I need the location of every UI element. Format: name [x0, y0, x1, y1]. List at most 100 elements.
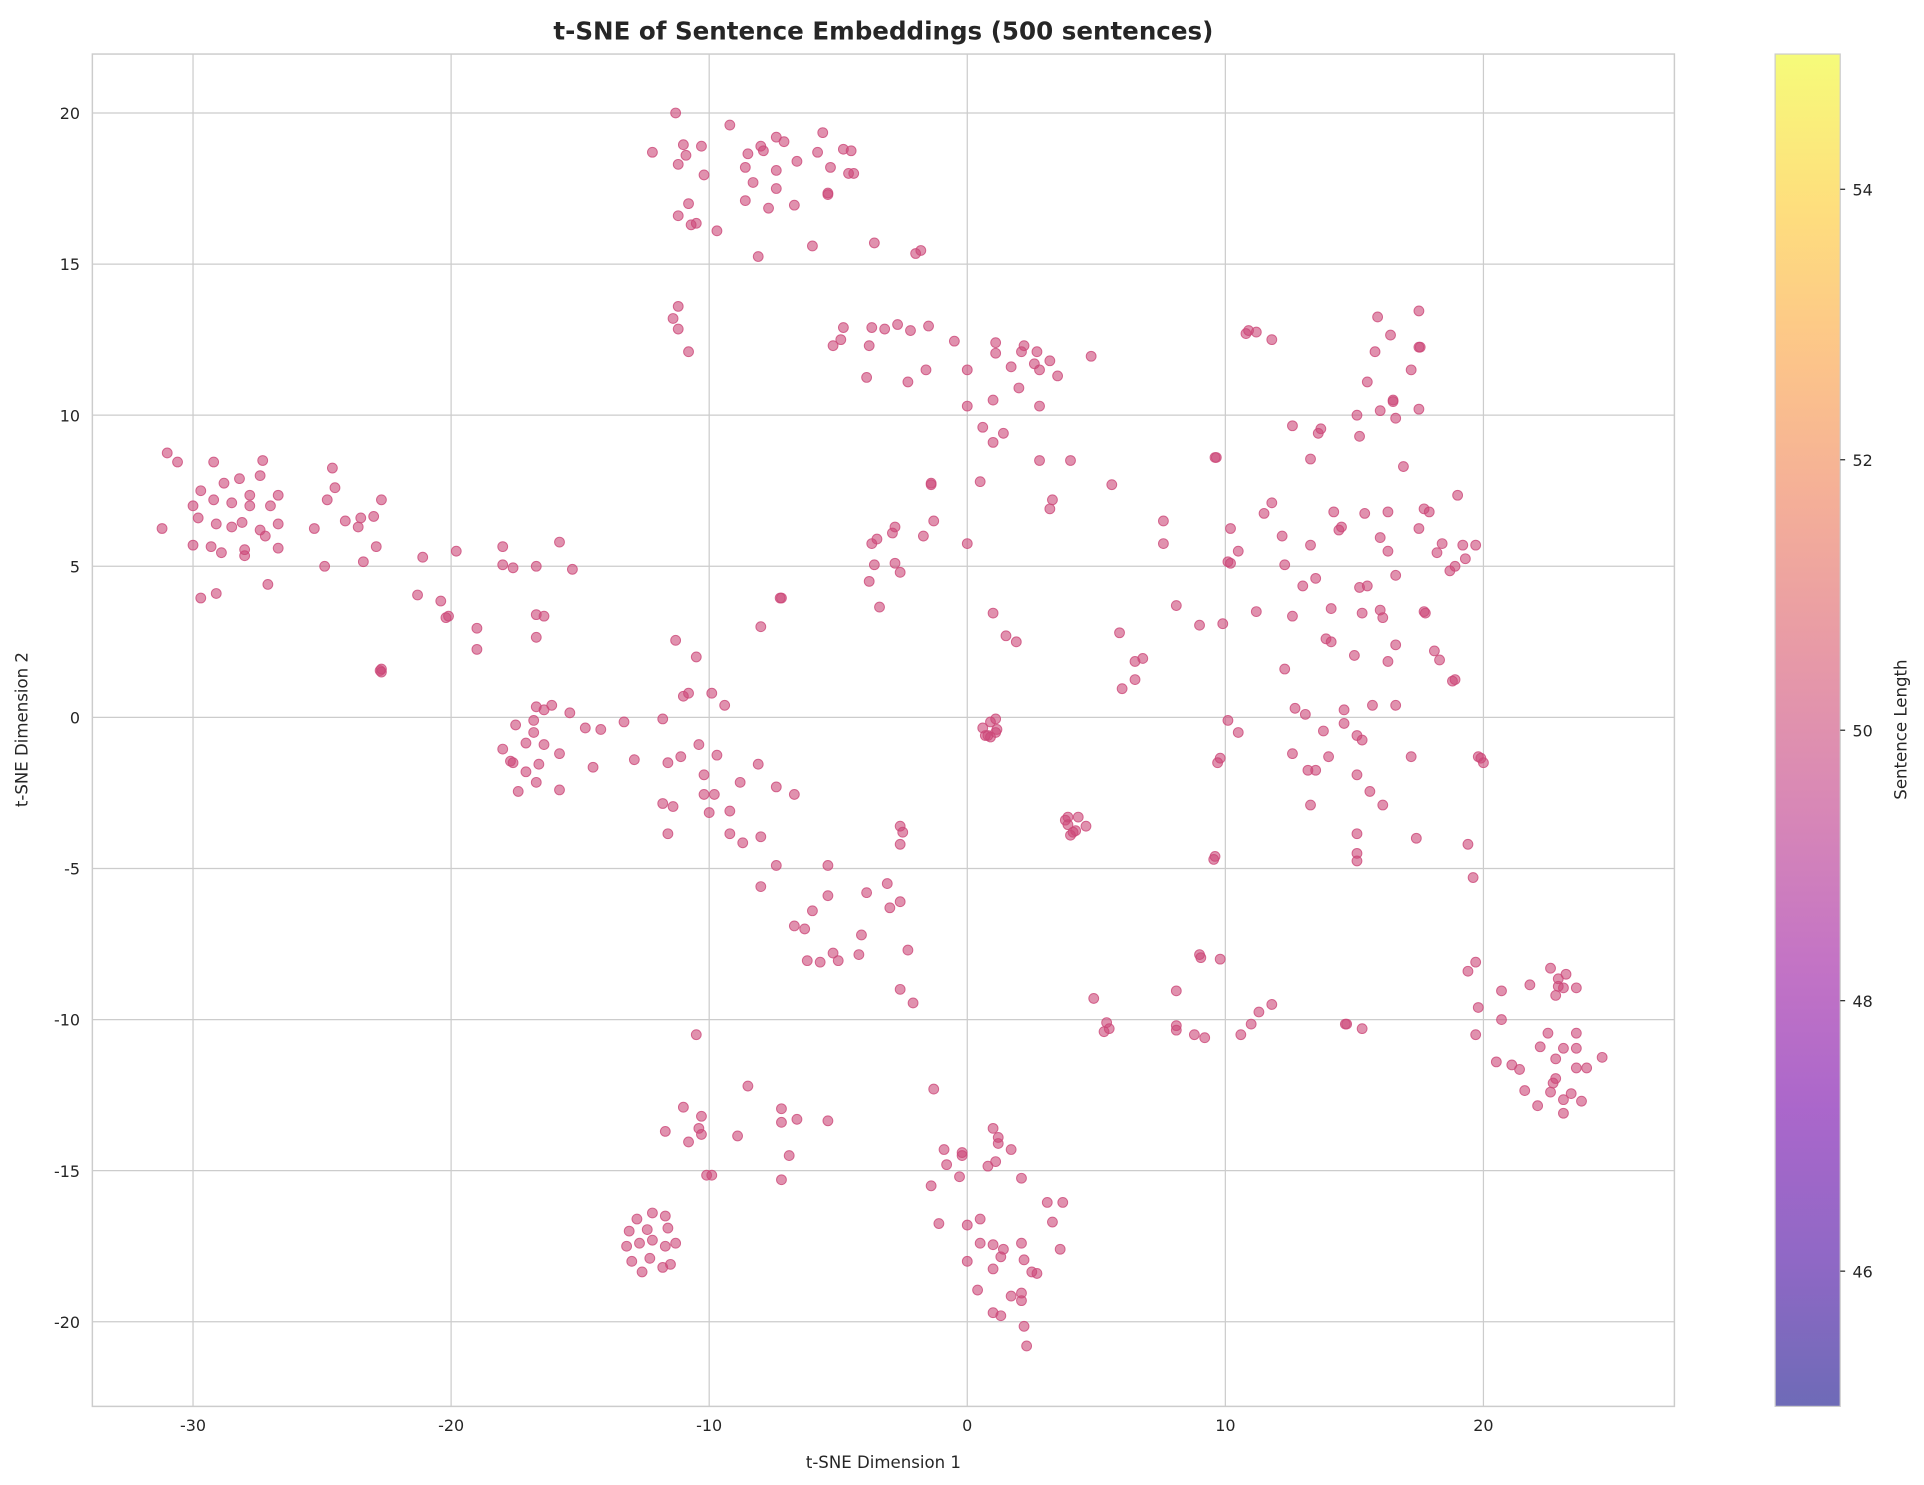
data-point	[1524, 979, 1536, 991]
data-point	[1414, 341, 1426, 353]
data-point	[1356, 607, 1368, 619]
y-tick-label: 5	[70, 557, 80, 576]
data-point	[530, 560, 542, 572]
data-point	[961, 1255, 973, 1267]
data-point	[1253, 1006, 1265, 1018]
data-point	[1098, 1026, 1110, 1038]
data-point	[1390, 639, 1402, 651]
data-point	[1116, 683, 1128, 695]
data-point	[1005, 1144, 1017, 1155]
data-point	[1369, 346, 1381, 358]
data-point	[236, 517, 248, 528]
data-point	[579, 722, 591, 734]
data-point	[866, 538, 878, 550]
data-point	[1364, 786, 1376, 797]
data-point	[807, 905, 818, 917]
data-point	[1387, 396, 1399, 407]
data-point	[1018, 1320, 1030, 1332]
data-point	[1325, 603, 1337, 614]
data-point	[1315, 423, 1327, 435]
data-point	[861, 371, 873, 383]
data-point	[538, 704, 550, 716]
data-point	[1305, 799, 1316, 811]
colorbar-tick-label: 48	[1853, 992, 1873, 1011]
data-point	[1018, 1254, 1030, 1266]
data-point	[788, 920, 800, 932]
y-tick-label: 10	[60, 406, 80, 425]
data-point	[776, 1103, 787, 1115]
chart-title: t-SNE of Sentence Embeddings (500 senten…	[553, 16, 1213, 45]
data-point	[1287, 420, 1298, 432]
colorbar-gradient	[1774, 53, 1841, 1408]
data-point	[566, 563, 578, 575]
y-tick-label: -5	[64, 860, 80, 879]
data-point	[1351, 855, 1363, 867]
data-point	[990, 337, 1002, 349]
data-point	[1398, 461, 1409, 472]
data-point	[1289, 702, 1301, 714]
data-point	[1310, 764, 1322, 776]
data-point	[533, 758, 545, 770]
data-point	[742, 1080, 754, 1092]
data-point	[739, 161, 751, 173]
data-point	[698, 769, 710, 781]
data-point	[1088, 993, 1100, 1004]
data-point	[1436, 538, 1448, 550]
data-point	[1266, 334, 1278, 346]
data-point	[881, 878, 893, 889]
data-point	[1085, 350, 1097, 362]
data-point	[1490, 1056, 1502, 1068]
data-point	[1005, 1290, 1017, 1302]
data-point	[1005, 361, 1017, 373]
data-point	[497, 559, 509, 571]
data-point	[618, 716, 630, 728]
data-point	[1374, 405, 1386, 417]
colorbar-ticks: 46 48 50 52 54	[1840, 180, 1873, 1281]
data-point	[770, 183, 782, 194]
data-point	[703, 807, 715, 818]
data-point	[822, 189, 834, 200]
data-point	[863, 340, 875, 352]
data-point	[192, 512, 204, 524]
data-point	[667, 801, 679, 812]
data-point	[156, 523, 168, 534]
data-point	[774, 592, 786, 604]
data-point	[990, 347, 1002, 359]
data-point	[376, 494, 387, 506]
x-axis-ticks: -30 -20 -10 0 10 20	[180, 1416, 1494, 1435]
data-point	[778, 136, 790, 148]
data-point	[554, 748, 565, 760]
data-point	[1459, 553, 1471, 565]
colorbar-tick-label: 46	[1853, 1262, 1873, 1281]
data-point	[657, 713, 669, 725]
data-point	[1558, 1094, 1569, 1106]
data-point	[1351, 828, 1363, 840]
data-point	[659, 1240, 671, 1252]
data-point	[1031, 346, 1043, 358]
data-point	[647, 146, 658, 158]
data-point	[1318, 725, 1329, 737]
data-point	[587, 761, 599, 773]
data-point	[520, 737, 532, 749]
data-point	[195, 592, 207, 604]
data-point	[272, 518, 284, 530]
data-point	[1034, 400, 1045, 412]
data-point	[161, 447, 173, 459]
data-point	[863, 575, 875, 587]
data-point	[683, 198, 694, 210]
data-point	[1250, 606, 1262, 618]
data-point	[1596, 1051, 1608, 1063]
data-point	[520, 766, 532, 778]
data-point	[662, 757, 674, 769]
data-point	[742, 148, 754, 160]
data-point	[887, 527, 898, 539]
data-point	[1158, 538, 1169, 550]
data-point	[1558, 1042, 1569, 1054]
data-point	[1305, 539, 1316, 551]
data-point	[1419, 607, 1431, 619]
data-point	[997, 427, 1009, 439]
data-point	[770, 781, 782, 793]
data-point	[512, 786, 524, 797]
data-point	[621, 1240, 633, 1252]
data-point	[1212, 757, 1224, 769]
